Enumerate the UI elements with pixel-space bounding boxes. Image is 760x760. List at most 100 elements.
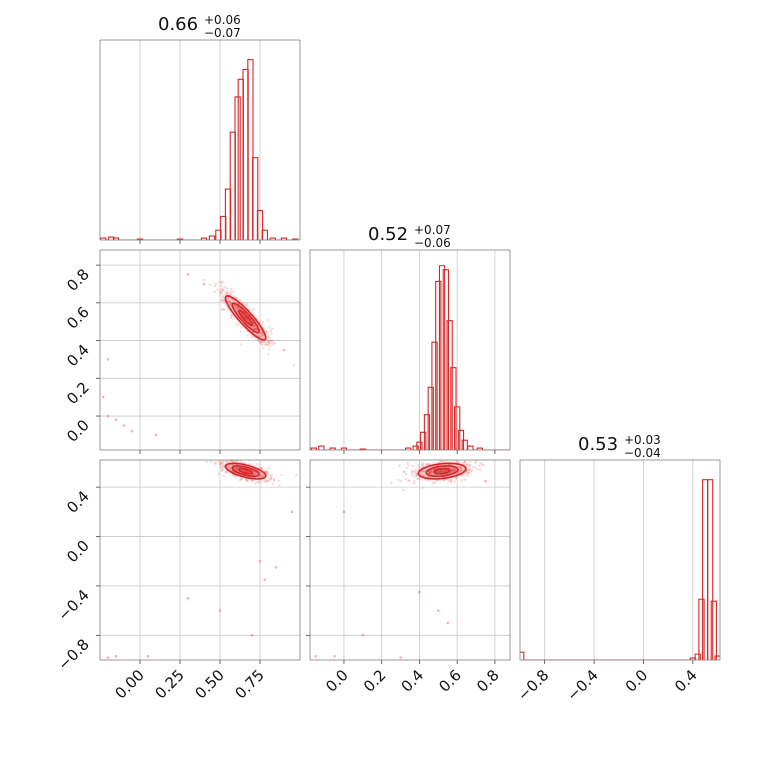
scatter-point <box>221 469 224 473</box>
x-tick-label: 0.00 <box>111 666 147 702</box>
scatter-point <box>439 460 442 463</box>
scatter-point <box>267 348 271 351</box>
scatter-point <box>235 306 238 309</box>
scatter-point <box>222 296 226 299</box>
y-tick-label: 0.0 <box>63 416 93 446</box>
scatter-point <box>246 470 249 474</box>
scatter-point <box>449 478 453 482</box>
scatter-point <box>234 467 238 470</box>
scatter-point <box>422 461 425 465</box>
scatter-point <box>452 468 456 471</box>
scatter-point <box>270 339 273 343</box>
scatter-point <box>239 460 242 463</box>
scatter-point <box>258 559 262 563</box>
scatter-point <box>248 462 251 466</box>
scatter-point <box>146 654 150 658</box>
scatter-point <box>106 414 110 418</box>
scatter-point <box>235 322 238 326</box>
panel-frame <box>309 459 511 661</box>
scatter-point <box>398 464 401 467</box>
scatter-point <box>421 487 424 490</box>
panel-title-minus: −0.06 <box>414 236 451 250</box>
scatter-point <box>235 310 239 313</box>
scatter-point <box>467 471 470 475</box>
scatter-point <box>451 469 454 472</box>
scatter-point <box>222 465 226 468</box>
scatter-point <box>235 460 239 462</box>
scatter-point <box>240 312 243 315</box>
scatter-point <box>267 479 270 483</box>
scatter-point <box>457 471 460 474</box>
scatter-point <box>266 340 270 344</box>
x-tick-label: 0.4 <box>398 666 428 696</box>
scatter-point <box>252 324 255 328</box>
scatter-point <box>208 283 212 287</box>
scatter-point <box>465 463 469 466</box>
frame-layer <box>96 39 721 664</box>
x-tick-label: −0.4 <box>563 666 601 704</box>
scatter-point <box>255 333 259 336</box>
histogram-0 <box>100 59 300 240</box>
scatter-point <box>478 468 482 471</box>
scatter-point <box>433 481 436 484</box>
scatter-point <box>240 326 243 329</box>
scatter-point <box>267 353 270 356</box>
panel-title-value: 0.53 <box>578 434 618 455</box>
scatter-point <box>253 324 256 328</box>
panel-frame <box>519 459 721 661</box>
scatter-point <box>407 464 410 467</box>
scatter-point <box>429 470 432 473</box>
scatter-point <box>450 480 453 483</box>
scatter-point <box>221 287 224 291</box>
scatter-point <box>265 479 269 483</box>
contour-fill <box>238 468 253 474</box>
scatter-point <box>252 324 256 327</box>
scatter-point <box>428 471 431 474</box>
scatter-point <box>256 462 259 466</box>
scatter-point <box>258 464 261 467</box>
scatter-point <box>227 301 230 304</box>
scatter-point <box>265 338 269 342</box>
scatter-point <box>410 470 414 473</box>
scatter-point <box>258 341 261 345</box>
scatter-point <box>459 469 463 473</box>
scatter-point <box>222 307 226 311</box>
scatter-point <box>239 477 243 480</box>
scatter-point <box>428 472 431 475</box>
scatter-point <box>290 510 294 514</box>
scatter-point <box>404 477 407 481</box>
contour-line <box>231 302 260 334</box>
scatter-point <box>406 462 409 465</box>
scatter-point <box>459 466 462 470</box>
contour-fill <box>218 460 273 482</box>
panel-title-plus: +0.03 <box>624 433 661 447</box>
scatter-point <box>435 479 438 483</box>
scatter-point <box>459 466 462 470</box>
scatter-point <box>261 474 264 478</box>
histogram-1 <box>310 265 510 450</box>
scatter-point <box>230 315 233 318</box>
scatter-point <box>238 307 241 311</box>
scatter-point <box>468 464 471 467</box>
scatter-point <box>467 472 471 475</box>
scatter-point <box>231 460 234 463</box>
contour-fill <box>410 460 474 482</box>
scatter-point <box>257 339 260 343</box>
scatter-point <box>259 466 263 470</box>
scatter-point <box>445 469 448 472</box>
scatter-point <box>252 472 255 476</box>
scatter-point <box>268 339 271 343</box>
scatter-point <box>202 282 206 286</box>
scatter-point <box>235 468 238 472</box>
scatter-point <box>265 331 268 334</box>
scatter-point <box>245 479 248 482</box>
scatter-point <box>407 479 410 483</box>
scatter-point <box>236 467 239 470</box>
scatter-point <box>240 343 243 346</box>
scatter-point <box>220 281 223 284</box>
scatter-point <box>221 289 224 292</box>
scatter-point <box>263 479 266 482</box>
scatter-point <box>229 290 233 294</box>
scatter-point <box>421 469 424 473</box>
scatter-panel-0 <box>101 250 296 437</box>
